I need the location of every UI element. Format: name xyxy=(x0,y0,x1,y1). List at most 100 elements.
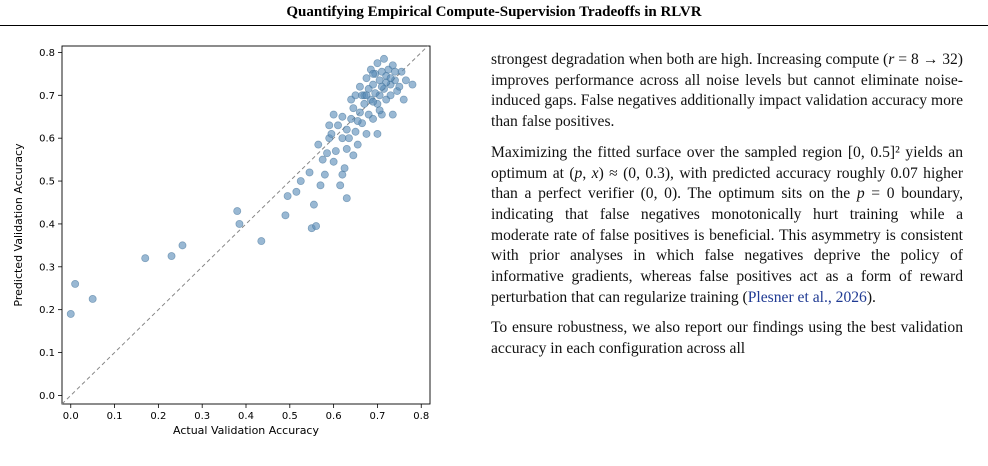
math-symbol: r xyxy=(888,51,895,68)
scatter-point xyxy=(401,76,410,85)
text-run: = 8 → 32) improves performance across al… xyxy=(491,51,963,131)
text-run: Maximizing the fitted surface over the s… xyxy=(491,143,963,182)
y-tick-label: 0.4 xyxy=(39,219,55,230)
x-tick-label: 0.6 xyxy=(326,411,342,422)
scatter-point xyxy=(369,97,377,106)
paragraph-3: To ensure robustness, we also report our… xyxy=(491,318,963,359)
y-tick-label: 0.3 xyxy=(39,262,55,273)
x-tick-label: 0.7 xyxy=(369,411,385,422)
scatter-point xyxy=(329,110,338,119)
y-tick-label: 0.0 xyxy=(39,391,55,402)
paragraph-2: Maximizing the fitted surface over the s… xyxy=(491,143,963,309)
scatter-point xyxy=(331,147,340,155)
scatter-point xyxy=(395,82,404,91)
scatter-point xyxy=(88,295,97,303)
scatter-point xyxy=(338,112,347,121)
scatter-point xyxy=(296,177,305,186)
math-symbol: p xyxy=(856,185,865,203)
scatter-plot: 0.0 0.1 0.2 0.3 0.4 0.5 0.6 0.7 0.8 0.0 0.1 0.2 0.3 0… xyxy=(12,45,431,437)
scatter-point xyxy=(386,91,395,100)
y-tick-label: 0.5 xyxy=(39,177,55,188)
scatter-point xyxy=(347,114,356,123)
scatter-point xyxy=(71,280,80,288)
x-tick-label: 0.2 xyxy=(150,411,166,422)
scatter-point xyxy=(141,254,150,263)
scatter-point xyxy=(362,129,371,138)
text-run: ) ≈ (0, 0.3), with predicted accuracy ro… xyxy=(491,164,964,203)
scatter-point xyxy=(375,91,384,100)
scatter-point xyxy=(397,67,406,76)
scatter-point xyxy=(399,95,408,104)
scatter-point xyxy=(369,114,377,123)
y-tick-label: 0.8 xyxy=(39,48,55,59)
scatter-point xyxy=(408,80,417,89)
scatter-point xyxy=(178,241,187,250)
scatter-point xyxy=(283,192,292,201)
y-tick-label: 0.2 xyxy=(39,305,55,316)
scatter-point xyxy=(292,187,301,196)
scatter-point xyxy=(329,157,338,166)
y-tick-label: 0.1 xyxy=(39,348,55,359)
scatter-point xyxy=(323,149,331,158)
scatter-point xyxy=(233,207,242,216)
y-tick-label: 0.6 xyxy=(39,134,55,145)
scatter-point xyxy=(281,211,290,220)
scatter-point xyxy=(309,200,318,209)
body-column: strongest degradation when both are high… xyxy=(491,50,963,370)
text-run: = 0 boundary, indicating that false nega… xyxy=(491,185,963,306)
scatter-point xyxy=(235,219,244,228)
scatter-figure: 0.0 0.1 0.2 0.3 0.4 0.5 0.6 0.7 0.8 0.0 0.1 0.2 0.3 0… xyxy=(0,34,450,466)
scatter-point xyxy=(312,222,321,231)
paragraph-1: strongest degradation when both are high… xyxy=(491,50,963,133)
y-axis-label: Predicted Validation Accuracy xyxy=(12,143,25,307)
scatter-point xyxy=(340,164,349,173)
scatter-point xyxy=(362,74,371,83)
scatter-point xyxy=(334,121,342,130)
scatter-point xyxy=(373,129,382,138)
scatter-point xyxy=(362,91,371,100)
scatter-point xyxy=(353,117,362,125)
scatter-point xyxy=(314,140,323,149)
scatter-point xyxy=(375,106,384,115)
scatter-point xyxy=(355,108,364,117)
scatter-point xyxy=(305,168,314,177)
scatter-point xyxy=(167,252,176,261)
x-tick-label: 0.4 xyxy=(238,411,254,422)
text-run: ). xyxy=(866,288,876,306)
scatter-point xyxy=(257,237,266,246)
x-tick-label: 0.3 xyxy=(194,411,210,422)
scatter-point xyxy=(338,134,347,143)
identity-reference-line xyxy=(61,45,429,405)
x-tick-label: 0.1 xyxy=(107,411,123,422)
running-header-title: Quantifying Empirical Compute-Supervisio… xyxy=(286,4,702,20)
scatter-point xyxy=(349,104,358,113)
header-rule xyxy=(0,25,988,27)
scatter-point xyxy=(369,69,377,78)
scatter-point xyxy=(351,127,360,136)
scatter-point xyxy=(345,134,353,143)
scatter-point xyxy=(353,140,362,149)
x-axis-label: Actual Validation Accuracy xyxy=(173,424,319,437)
x-tick-label: 0.5 xyxy=(282,411,298,422)
scatter-point xyxy=(355,82,364,91)
y-tick-label: 0.7 xyxy=(39,91,55,102)
math-symbol: p xyxy=(574,164,583,182)
scatter-point xyxy=(342,194,351,203)
scatter-point xyxy=(342,125,351,134)
scatter-point xyxy=(318,155,327,164)
scatter-point xyxy=(380,54,388,63)
scatter-point xyxy=(336,181,345,190)
scatter-point xyxy=(369,80,377,89)
text-run: strongest degradation when both are high… xyxy=(491,51,889,68)
text-run: , xyxy=(582,164,592,182)
scatter-point xyxy=(325,121,334,130)
scatter-point xyxy=(388,110,397,119)
scatter-point xyxy=(66,310,75,318)
scatter-point xyxy=(320,170,329,179)
x-tick-label: 0.8 xyxy=(413,411,429,422)
scatter-point xyxy=(351,91,360,100)
scatter-point xyxy=(349,151,358,160)
text-run: To ensure robustness, we also report our… xyxy=(491,319,963,358)
scatter-point xyxy=(391,67,399,76)
citation-link[interactable]: Plesner et al., 2026 xyxy=(747,288,867,306)
